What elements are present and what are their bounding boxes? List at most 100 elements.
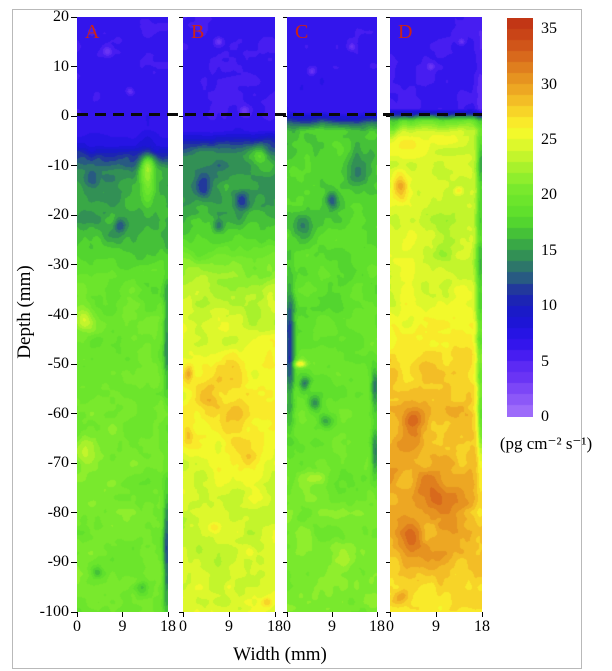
panel-b-heatmap-canvas	[183, 17, 275, 612]
colorbar-tick-label: 30	[541, 75, 557, 93]
colorbar-canvas	[507, 18, 533, 417]
panel-c: C	[287, 17, 377, 612]
y-axis-tickmark	[71, 115, 77, 117]
panel-left-tickmark	[179, 214, 183, 216]
panel-d-heatmap-canvas	[390, 17, 482, 612]
y-axis-tick-label: -100	[39, 603, 69, 620]
x-axis-tickmark	[481, 612, 483, 617]
panel-left-tickmark	[283, 214, 287, 216]
x-axis-tickmark	[76, 612, 78, 617]
panel-left-tickmark	[179, 512, 183, 514]
x-axis-tick-label: 0	[283, 618, 291, 635]
y-axis-tick-label: -40	[47, 305, 69, 323]
x-axis-tick-label: 0	[73, 618, 81, 635]
panel-left-tickmark	[283, 462, 287, 464]
y-axis-tick-label: -60	[47, 404, 69, 422]
x-axis-tickmark	[286, 612, 288, 617]
colorbar-tick-label: 5	[541, 352, 549, 370]
y-axis-tick-label: 0	[61, 107, 69, 125]
y-axis-tick-label: 20	[53, 8, 69, 25]
x-axis-tick-label: 18	[474, 618, 490, 635]
panel-left-tickmark	[283, 264, 287, 266]
panel-left-tickmark	[179, 165, 183, 167]
y-axis-tickmark	[71, 462, 77, 464]
y-axis-tickmark	[71, 66, 77, 68]
panel-left-tickmark	[179, 413, 183, 415]
x-axis-tickmark	[389, 612, 391, 617]
y-axis-tick-label: -80	[47, 503, 69, 521]
panel-left-tickmark	[179, 66, 183, 68]
panel-b: B	[183, 17, 275, 612]
panel-left-tickmark	[179, 363, 183, 365]
panel-left-tickmark	[179, 115, 183, 117]
panel-a-heatmap-canvas	[77, 17, 168, 612]
y-axis-tickmark	[71, 165, 77, 167]
panel-d-letter: D	[398, 21, 413, 43]
x-axis-tickmark	[167, 612, 169, 617]
y-axis-tick-label: -70	[47, 454, 69, 472]
panel-left-tickmark	[386, 512, 390, 514]
panel-left-tickmark	[283, 165, 287, 167]
sediment-water-interface-dashed-line	[77, 113, 482, 116]
panel-left-tickmark	[283, 611, 287, 613]
x-axis-tick-label: 9	[328, 618, 336, 635]
panel-left-tickmark	[386, 462, 390, 464]
x-axis-tick-label: 0	[179, 618, 187, 635]
x-axis-tickmark	[182, 612, 184, 617]
panel-left-tickmark	[283, 512, 287, 514]
panel-left-tickmark	[179, 462, 183, 464]
y-axis-tickmark	[71, 611, 77, 613]
y-axis-tickmark	[71, 314, 77, 315]
panel-left-tickmark	[283, 115, 287, 117]
y-axis-tickmark	[71, 561, 77, 563]
colorbar-tick-label: 10	[541, 297, 557, 315]
panel-left-tickmark	[283, 561, 287, 563]
panel-left-tickmark	[179, 611, 183, 613]
panel-left-tickmark	[386, 115, 390, 117]
y-axis-tick-label: -10	[47, 156, 69, 174]
panel-left-tickmark	[283, 413, 287, 415]
colorbar-tick-label: 25	[541, 130, 557, 148]
x-axis-tick-label: 9	[225, 618, 233, 635]
panel-left-tickmark	[179, 314, 183, 315]
colorbar	[507, 18, 533, 417]
panel-left-tickmark	[386, 561, 390, 563]
x-axis-tick-label: 18	[267, 618, 283, 635]
x-axis-tick-label: 9	[432, 618, 440, 635]
panel-left-tickmark	[179, 16, 183, 18]
panel-c-letter: C	[295, 21, 309, 43]
colorbar-tick-label: 35	[541, 20, 557, 38]
x-axis-tick-label: 0	[386, 618, 394, 635]
x-axis-tick-label: 18	[160, 618, 176, 635]
y-axis-tickmark	[71, 264, 77, 266]
panel-b-letter: B	[191, 21, 205, 43]
panel-left-tickmark	[386, 611, 390, 613]
y-axis-tickmark	[71, 363, 77, 365]
panel-left-tickmark	[283, 363, 287, 365]
x-axis-tick-label: 18	[369, 618, 385, 635]
x-axis-tick-label: 9	[118, 618, 127, 635]
panel-c-heatmap-canvas	[287, 17, 377, 612]
panel-left-tickmark	[386, 214, 390, 216]
y-axis-tickmark	[71, 214, 77, 216]
x-axis-tickmark	[228, 612, 230, 617]
panel-left-tickmark	[283, 314, 287, 315]
panel-left-tickmark	[386, 314, 390, 315]
x-axis-tickmark	[274, 612, 276, 617]
y-axis-tickmark	[71, 413, 77, 415]
y-axis-tick-label: -50	[47, 355, 69, 373]
y-axis-tick-label: -20	[47, 206, 69, 224]
y-axis-tick-label: 10	[53, 57, 69, 75]
panel-left-tickmark	[179, 264, 183, 266]
colorbar-tick-label: 15	[541, 241, 557, 259]
y-axis-tick-label: -90	[47, 553, 69, 571]
panel-left-tickmark	[179, 561, 183, 563]
colorbar-unit-label: (pg cm⁻² s⁻¹)	[499, 434, 593, 453]
x-axis-tickmark	[435, 612, 437, 617]
panel-left-tickmark	[386, 165, 390, 167]
panel-left-tickmark	[386, 16, 390, 18]
panel-a-letter: A	[85, 21, 100, 43]
colorbar-tick-label: 20	[541, 186, 557, 204]
panel-left-tickmark	[386, 264, 390, 266]
